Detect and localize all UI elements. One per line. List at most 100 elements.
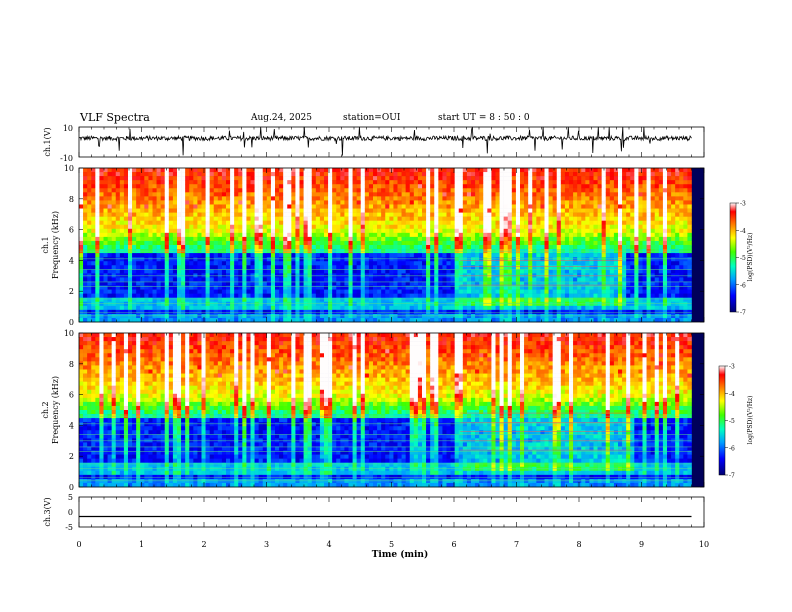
spec1-cell [221,168,227,173]
spec1-cell [613,184,619,189]
spec1-cell [593,269,598,274]
spec1-cell [609,305,615,311]
spec1-cell [581,240,586,246]
spec1-cell [315,285,321,290]
spec1-cell [221,245,227,250]
spec1-cell [458,265,464,270]
spec1-cell [201,224,206,230]
spec1-cell [328,293,333,298]
spec1-cell [577,196,582,201]
spec1-cell [217,220,223,226]
spec1-cell [128,277,133,282]
spec1-cell [511,180,517,185]
spec1-cell [307,245,313,250]
spec1-cell [283,240,288,246]
spec1-cell [172,305,178,311]
spec1-cell [201,204,206,209]
spec1-cell [446,253,451,258]
spec1-cell [205,285,210,290]
spec1-cell [377,196,382,201]
spec1-cell [128,168,133,173]
spec1-cell [405,168,411,173]
spec1-cell [597,245,602,250]
spec1-cell [560,257,566,262]
spec1-cell [454,208,460,213]
spec1-cell [91,257,96,262]
spec1-cell [373,188,378,193]
spec1-cell [336,188,341,193]
spec1-cell [413,293,419,298]
spec1-cell [221,192,227,197]
spec1-cell [234,317,239,323]
spec1-cell [426,196,431,201]
spec1-cell [226,289,231,294]
spec1-cell [307,168,313,173]
spec1-cell [103,188,108,193]
spec1-cell [250,200,255,205]
spec1-cell [381,216,386,221]
spec1-cell [172,236,178,242]
spec1-cell [442,232,447,238]
spec1-cell [422,305,427,311]
spec1-cell [111,208,117,213]
spec1-cell [79,253,84,258]
spec1-cell [205,220,210,226]
spec1-cell [503,253,509,258]
spec1-cell [136,208,141,213]
spec1-cell [201,277,206,282]
spec1-cell [560,289,566,294]
spec1-cell [197,204,202,209]
spec1-cell [324,216,329,221]
spec1-cell [156,204,161,209]
spec1-cell [601,289,607,294]
spec1-cell [397,224,402,230]
spec1-cell [168,184,174,189]
spec1-cell [128,253,133,258]
spec1-cell [475,232,480,238]
spec1-cell [95,265,100,270]
spec1-cell [193,293,198,298]
spec1-cell [462,184,468,189]
spec1-cell [328,297,333,303]
spec1-cell [471,265,476,270]
spec1-cell [254,245,259,250]
spec1-cell [119,261,125,266]
spec1-cell [254,232,259,238]
spec1-cell [107,188,112,193]
spec1-cell [499,168,504,173]
spec1-cell [442,301,447,307]
spec1-cell [458,317,464,323]
spec1-cell [405,208,411,213]
spec1-cell [242,281,247,286]
spec1-cell [168,317,174,323]
spec1-cell [315,208,321,213]
spec1-cell [524,245,529,250]
spec1-cell [123,188,129,193]
spec1-cell [515,196,521,201]
spec1-cell [177,192,182,197]
spec1-cell [520,269,525,274]
spec1-cell [238,277,243,282]
spec1-cell [79,261,84,266]
spec1-cell [181,269,186,274]
spec1-cell [95,253,100,258]
spec1-cell [340,236,345,242]
spec1-cell [295,293,300,298]
spec1-cell [401,309,406,315]
spec1-cell [91,317,96,323]
spec1-cell [311,176,317,181]
spec1-cell [168,236,174,242]
spec1-cell [446,269,451,274]
spec1-cell [136,188,141,193]
spec1-cell [491,277,496,282]
spec1-cell [307,265,313,270]
spec1-cell [140,289,145,294]
spec1-cell [209,253,215,258]
spec1-cell [164,188,170,193]
spec1-cell [185,305,190,311]
spec1-cell [458,176,464,181]
spec1-cell [356,245,362,250]
spec1-cell [438,309,443,315]
spec1-cell [487,204,492,209]
spec1-cell [487,305,492,311]
